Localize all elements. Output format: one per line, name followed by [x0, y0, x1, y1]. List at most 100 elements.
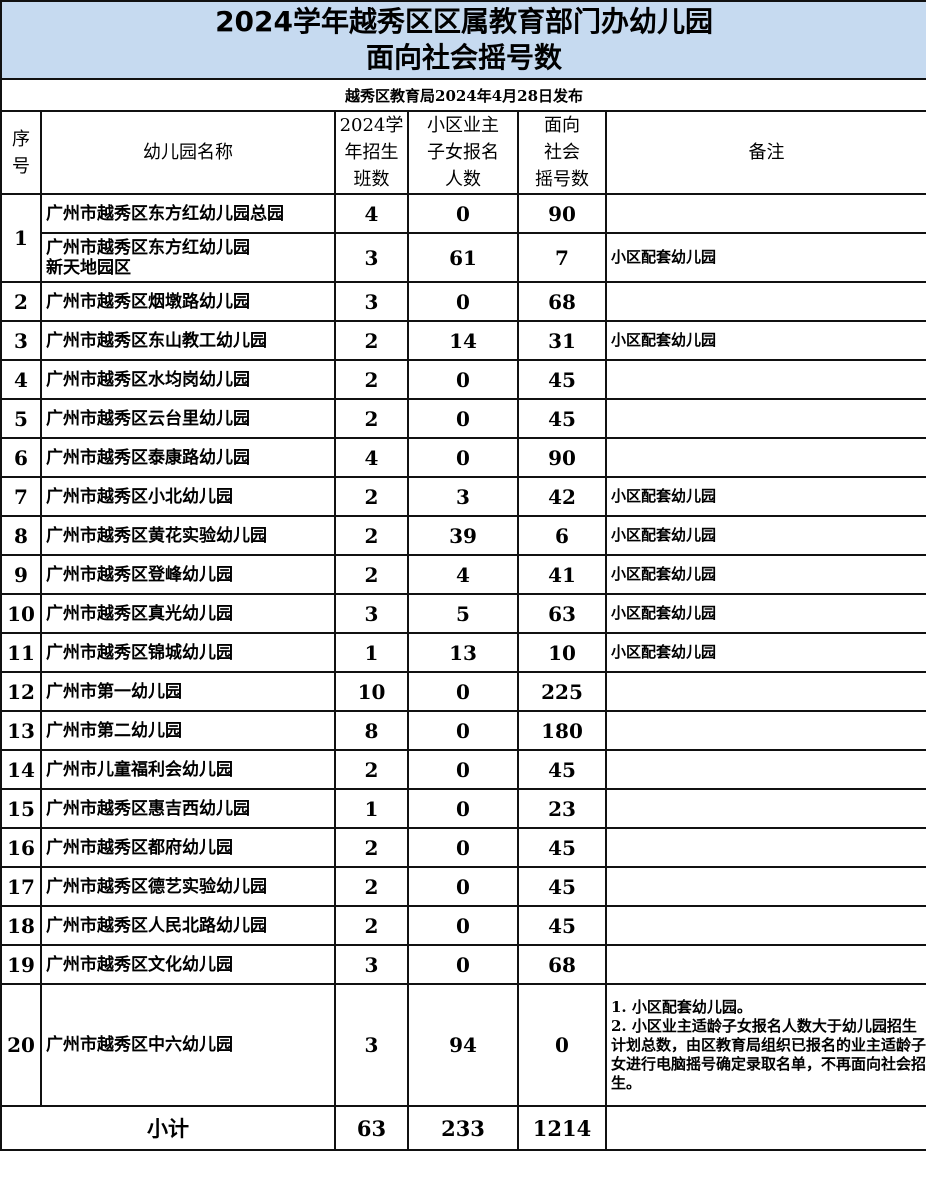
remarks: 小区配套幼儿园	[604, 593, 926, 634]
remarks	[604, 827, 926, 868]
classes-count: 2	[334, 515, 409, 556]
lottery-count: 23	[517, 788, 607, 829]
kindergarten-name: 广州市越秀区人民北路幼儿园	[40, 905, 336, 946]
classes-count: 4	[334, 437, 409, 478]
remarks	[604, 359, 926, 400]
lottery-count: 45	[517, 866, 607, 907]
kindergarten-name: 广州市越秀区烟墩路幼儿园	[40, 281, 336, 322]
kindergarten-name: 广州市越秀区云台里幼儿园	[40, 398, 336, 439]
page-title: 2024学年越秀区区属教育部门办幼儿园 面向社会摇号数	[0, 0, 926, 80]
table-row: 1 广州市越秀区东方红幼儿园总园 4 0 90	[0, 193, 926, 283]
owner-applicants: 0	[407, 398, 519, 439]
lottery-count: 31	[517, 320, 607, 361]
seq-cell: 2	[0, 281, 42, 322]
table-row: 20 广州市越秀区中六幼儿园 3 94 0 1. 小区配套幼儿园。 2. 小区业主适龄子女…	[0, 983, 926, 1107]
classes-count: 2	[334, 320, 409, 361]
lottery-count: 45	[517, 905, 607, 946]
lottery-count: 7	[517, 232, 607, 283]
kindergarten-name: 广州市越秀区文化幼儿园	[40, 944, 336, 985]
owner-applicants: 0	[407, 866, 519, 907]
owner-applicants: 0	[407, 944, 519, 985]
kindergarten-name: 广州市第一幼儿园	[40, 671, 336, 712]
kindergarten-name: 广州市越秀区锦城幼儿园	[40, 632, 336, 673]
total-label: 小计	[0, 1105, 336, 1151]
table-row: 4 广州市越秀区水均岗幼儿园 2 0 45	[0, 359, 926, 400]
owner-applicants: 94	[407, 983, 519, 1107]
table-row: 3 广州市越秀区东山教工幼儿园 2 14 31 小区配套幼儿园	[0, 320, 926, 361]
header-line: 小区业主	[427, 115, 499, 136]
remarks	[604, 905, 926, 946]
kindergarten-name: 广州市儿童福利会幼儿园	[40, 749, 336, 790]
header-line: 面向	[544, 115, 580, 136]
kindergarten-name: 广州市越秀区东方红幼儿园总园	[40, 193, 336, 234]
seq-cell: 19	[0, 944, 42, 985]
lottery-count: 41	[517, 554, 607, 595]
total-classes: 63	[334, 1105, 409, 1151]
owner-applicants: 0	[407, 749, 519, 790]
seq-cell: 13	[0, 710, 42, 751]
header-seq-line: 序	[12, 128, 30, 150]
owner-applicants: 0	[407, 905, 519, 946]
kindergarten-name: 广州市越秀区东方红幼儿园 新天地园区	[40, 232, 336, 283]
table-row: 6 广州市越秀区泰康路幼儿园 4 0 90	[0, 437, 926, 478]
remarks: 1. 小区配套幼儿园。 2. 小区业主适龄子女报名人数大于幼儿园招生计划总数，由…	[604, 983, 926, 1107]
classes-count: 3	[334, 232, 409, 283]
remarks	[604, 437, 926, 478]
seq-cell: 20	[0, 983, 42, 1107]
seq-cell: 17	[0, 866, 42, 907]
table-row: 7 广州市越秀区小北幼儿园 2 3 42 小区配套幼儿园	[0, 476, 926, 517]
remarks	[604, 710, 926, 751]
publish-note: 越秀区教育局2024年4月28日发布	[0, 78, 926, 112]
lottery-count: 10	[517, 632, 607, 673]
remarks: 小区配套幼儿园	[604, 554, 926, 595]
table-row: 2 广州市越秀区烟墩路幼儿园 3 0 68	[0, 281, 926, 322]
seq-cell: 14	[0, 749, 42, 790]
lottery-count: 42	[517, 476, 607, 517]
owner-applicants: 61	[407, 232, 519, 283]
kindergarten-name: 广州市越秀区登峰幼儿园	[40, 554, 336, 595]
total-lottery: 1214	[517, 1105, 607, 1151]
seq-cell: 1	[0, 193, 42, 283]
remarks	[604, 788, 926, 829]
kindergarten-name: 广州市越秀区黄花实验幼儿园	[40, 515, 336, 556]
remarks	[604, 281, 926, 322]
owner-applicants: 0	[407, 788, 519, 829]
kindergarten-name: 广州市越秀区东山教工幼儿园	[40, 320, 336, 361]
table-row: 5 广州市越秀区云台里幼儿园 2 0 45	[0, 398, 926, 439]
lottery-count: 180	[517, 710, 607, 751]
classes-count: 2	[334, 905, 409, 946]
kindergarten-name: 广州市越秀区都府幼儿园	[40, 827, 336, 868]
classes-count: 8	[334, 710, 409, 751]
owner-applicants: 0	[407, 671, 519, 712]
total-owners: 233	[407, 1105, 519, 1151]
owner-applicants: 39	[407, 515, 519, 556]
remarks	[604, 944, 926, 985]
owner-applicants: 13	[407, 632, 519, 673]
kindergarten-name: 广州市越秀区泰康路幼儿园	[40, 437, 336, 478]
remarks: 小区配套幼儿园	[604, 476, 926, 517]
classes-count: 3	[334, 593, 409, 634]
header-line: 班数	[353, 169, 390, 190]
header-remarks: 备注	[604, 110, 926, 195]
header-line: 年招生	[344, 142, 399, 163]
kindergarten-name: 广州市越秀区小北幼儿园	[40, 476, 336, 517]
kindergarten-name: 广州市越秀区中六幼儿园	[40, 983, 336, 1107]
remarks: 小区配套幼儿园	[604, 232, 926, 283]
classes-count: 10	[334, 671, 409, 712]
lottery-count: 6	[517, 515, 607, 556]
seq-cell: 6	[0, 437, 42, 478]
seq-cell: 8	[0, 515, 42, 556]
seq-cell: 3	[0, 320, 42, 361]
header-seq: 序号	[0, 110, 42, 195]
owner-applicants: 0	[407, 437, 519, 478]
classes-count: 2	[334, 398, 409, 439]
remarks: 小区配套幼儿园	[604, 320, 926, 361]
header-lottery: 面向 社会 摇号数	[517, 110, 607, 195]
header-seq-line: 号	[12, 155, 30, 177]
classes-count: 2	[334, 827, 409, 868]
kindergarten-name: 广州市越秀区真光幼儿园	[40, 593, 336, 634]
classes-count: 2	[334, 554, 409, 595]
owner-applicants: 0	[407, 193, 519, 234]
remarks: 小区配套幼儿园	[604, 515, 926, 556]
seq-cell: 15	[0, 788, 42, 829]
